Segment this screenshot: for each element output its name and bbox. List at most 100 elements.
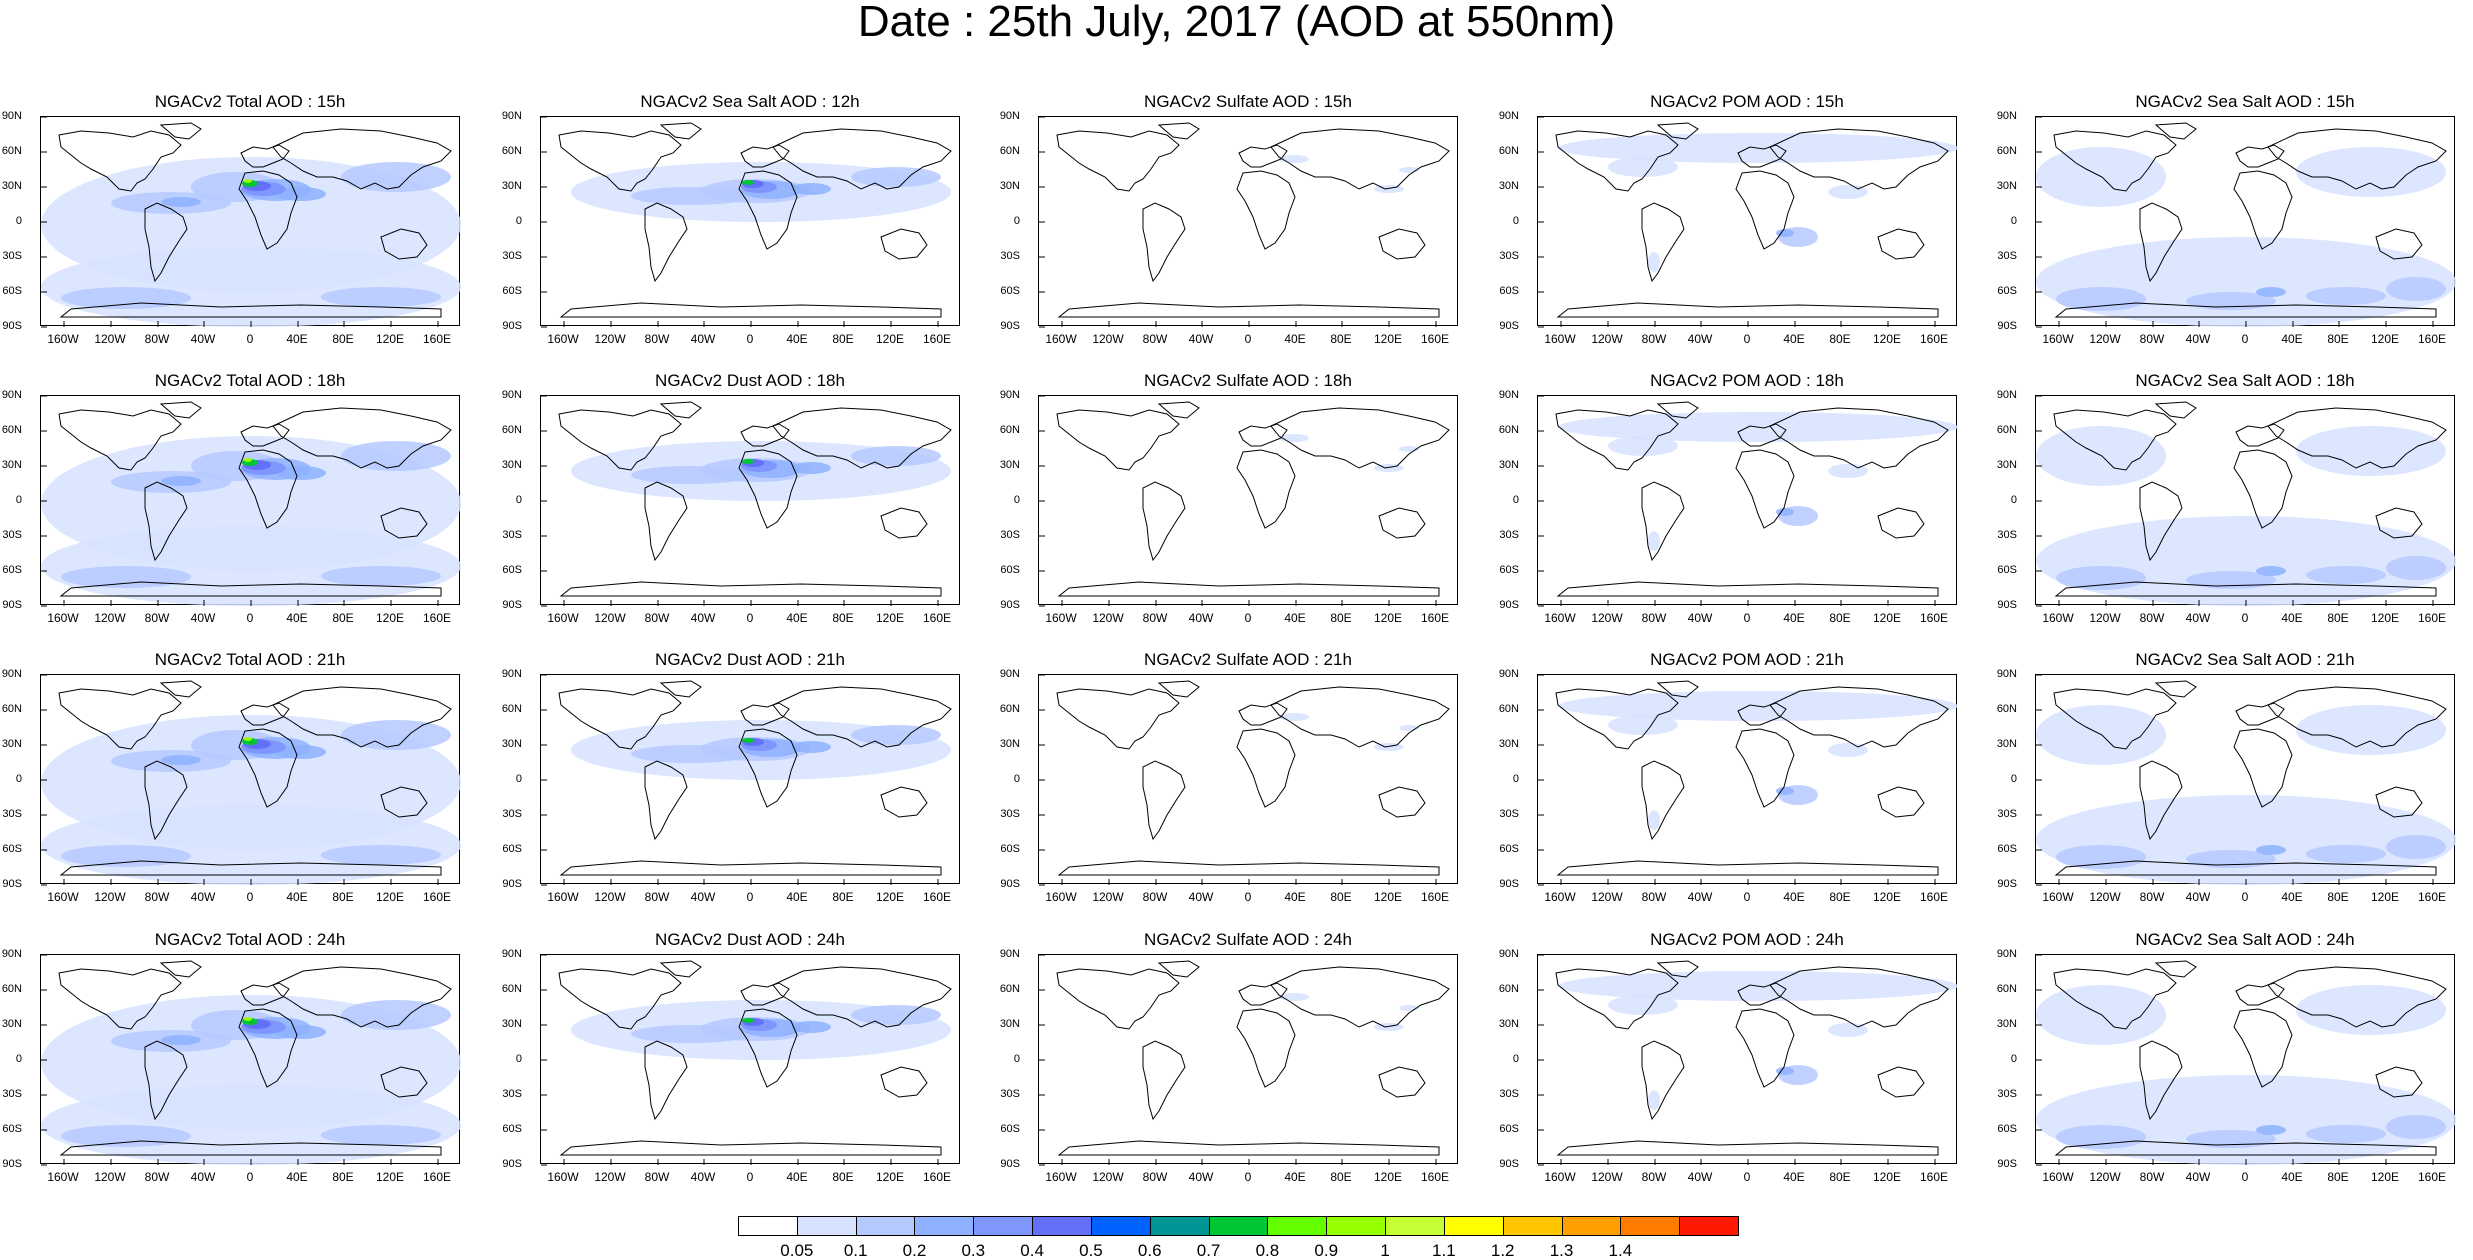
coastline	[880, 507, 928, 539]
coastline	[2267, 407, 2447, 469]
coastline	[380, 228, 428, 260]
lat-tick-label: 90N	[999, 110, 1020, 122]
lon-tick-label: 0	[1743, 1170, 1751, 1184]
map-panel: NGACv2 POM AOD : 18h 90N 60N 30N 0 30S 60S 90S 1…	[1497, 371, 1958, 624]
panel-title: NGACv2 POM AOD : 18h	[1650, 371, 1844, 390]
lon-tick-label: 0	[246, 332, 254, 346]
coastline	[1556, 302, 1939, 318]
lon-tick-label: 160E	[922, 890, 952, 904]
lon-tick-label: 160E	[2417, 1170, 2447, 1184]
lat-tick-label: 30N	[1498, 1018, 1519, 1030]
coastline	[1238, 423, 1288, 447]
lat-tick-label: 0	[15, 215, 22, 227]
coastline	[2233, 1008, 2293, 1088]
lon-tick-label: 0	[2241, 332, 2249, 346]
lat-tick-label: 90N	[999, 389, 1020, 401]
coastline	[1877, 1066, 1925, 1098]
colorbar-label: 1.3	[1549, 1241, 1574, 1260]
coastline	[58, 968, 182, 1030]
lat-tick-label: 30N	[1996, 1018, 2017, 1030]
coastline	[272, 407, 452, 469]
coastline	[740, 423, 790, 447]
coastline	[2054, 1140, 2437, 1156]
coastline	[558, 409, 682, 471]
lon-tick-label: 160W	[2042, 332, 2074, 346]
lon-tick-label: 80E	[2327, 890, 2349, 904]
lon-tick-label: 160E	[1919, 890, 1949, 904]
colorbar-label: 1	[1380, 1241, 1390, 1260]
coastline	[1556, 581, 1939, 597]
lat-tick-label: 0	[2010, 215, 2017, 227]
aod-map	[41, 116, 461, 328]
panel-title: NGACv2 Sulfate AOD : 15h	[1144, 92, 1352, 111]
map-frame	[1038, 395, 1458, 607]
lat-tick-label: 0	[2010, 1053, 2017, 1065]
lon-tick-label: 40W	[2185, 1170, 2211, 1184]
aod-contour	[321, 1125, 441, 1145]
lat-tick-label: 90S	[1499, 878, 1519, 890]
map-frame	[2035, 954, 2456, 1166]
coastline	[1056, 409, 1180, 471]
coastline	[1555, 130, 1679, 192]
coastline	[659, 122, 702, 140]
lon-tick-label: 80E	[1330, 1170, 1352, 1184]
coastline	[380, 507, 428, 539]
map-panel: NGACv2 Sulfate AOD : 24h 90N 60N 30N 0 30S 60S…	[998, 931, 1458, 1184]
lon-tick-label: 40E	[1783, 1170, 1805, 1184]
lat-tick-label: 90S	[1000, 878, 1020, 890]
coastline	[558, 688, 682, 750]
coastline	[1056, 688, 1180, 750]
lon-tick-label: 120E	[1872, 332, 1902, 346]
panel-title: NGACv2 Sea Salt AOD : 15h	[2135, 92, 2355, 111]
lat-tick-label: 0	[1512, 773, 1519, 785]
lat-tick-label: 30N	[1498, 738, 1519, 750]
coastline	[1556, 1140, 1939, 1156]
aod-map	[2036, 116, 2456, 328]
coastline	[1238, 982, 1288, 1006]
lat-tick-label: 0	[515, 494, 522, 506]
aod-contour	[61, 845, 191, 867]
lat-tick-label: 30N	[1498, 180, 1519, 192]
lat-tick-label: 0	[515, 1053, 522, 1065]
lon-tick-label: 0	[746, 332, 754, 346]
colorbar-label: 0.7	[1196, 1241, 1221, 1260]
colorbar-label: 1.1	[1432, 1241, 1456, 1260]
lat-tick-label: 90S	[502, 1158, 522, 1170]
map-frame	[1537, 395, 1958, 607]
coastline	[1378, 786, 1426, 818]
coastline	[1142, 1040, 1186, 1121]
coastline	[272, 686, 452, 748]
lon-tick-label: 80W	[1641, 890, 1667, 904]
lat-tick-label: 60S	[502, 1123, 522, 1135]
lat-tick-label: 90S	[2, 599, 22, 611]
aod-contour	[2256, 566, 2286, 576]
coastline	[59, 1140, 442, 1156]
coastline	[659, 680, 702, 698]
coastline	[2054, 302, 2437, 318]
aod-contour	[2296, 985, 2446, 1035]
aod-contour	[2386, 277, 2446, 301]
map-frame	[1537, 954, 1958, 1166]
lon-tick-label: 120W	[94, 890, 126, 904]
aod-contour	[791, 1021, 831, 1033]
lon-tick-label: 80W	[1641, 332, 1667, 346]
map-panel: NGACv2 Dust AOD : 24h 90N 60N 30N 0 30S 60S 90S…	[500, 931, 960, 1183]
lon-tick-label: 80W	[644, 611, 670, 625]
lon-tick-label: 0	[746, 611, 754, 625]
map-frame	[1038, 116, 1458, 328]
lon-tick-label: 120W	[94, 1170, 126, 1184]
lon-tick-label: 120W	[1591, 890, 1623, 904]
lat-tick-label: 90N	[1498, 948, 1519, 960]
lon-tick-label: 160W	[1544, 1170, 1576, 1184]
coastline	[1769, 128, 1949, 190]
map-panel: NGACv2 POM AOD : 24h 90N 60N 30N 0 30S 60S 90S 1…	[1497, 931, 1958, 1184]
coastline	[880, 228, 928, 260]
lat-tick-label: 30S	[1000, 1088, 1020, 1100]
coastline	[1056, 968, 1180, 1030]
lon-tick-label: 120W	[94, 332, 126, 346]
aod-contour	[161, 1035, 201, 1045]
lon-tick-label: 40W	[690, 332, 716, 346]
lon-tick-label: 160W	[47, 890, 79, 904]
aod-contour	[244, 179, 252, 183]
lon-tick-label: 80W	[144, 332, 170, 346]
